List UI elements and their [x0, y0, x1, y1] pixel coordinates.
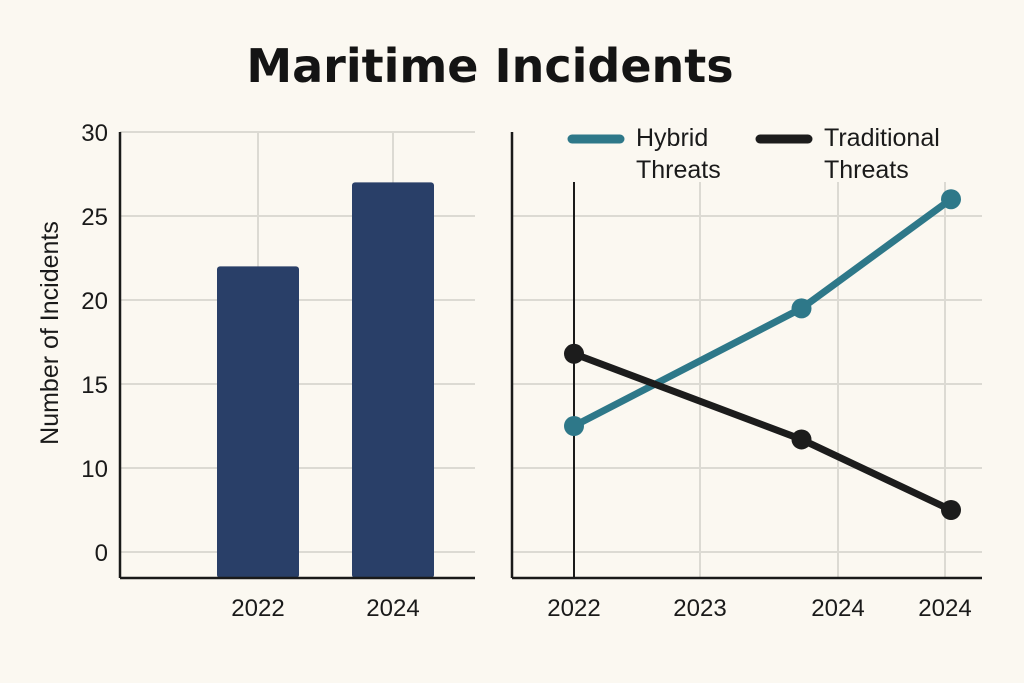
series-point-hybrid — [564, 416, 584, 436]
bar-y-tick-label: 20 — [81, 288, 108, 315]
bar-x-tick-label: 2024 — [366, 595, 419, 622]
bar-y-tick-label: 30 — [81, 120, 108, 147]
series-line-hybrid — [570, 195, 955, 430]
series-point-traditional — [941, 500, 961, 520]
bar-y-tick-label: 15 — [81, 372, 108, 399]
bar-x-tick-label: 2022 — [231, 595, 284, 622]
series-line-traditional — [570, 350, 955, 514]
line-chart-panel: 2022 2023 2024 2024 Hybrid Threats Traditional… — [510, 124, 982, 622]
bar-y-axis-label: Number of Incidents — [36, 221, 64, 445]
bar-y-tick-label: 10 — [81, 456, 108, 483]
legend-label-hybrid: Threats — [636, 156, 721, 184]
series-point-hybrid — [941, 189, 961, 210]
series-point-traditional — [791, 429, 812, 450]
line-x-tick-label: 2022 — [547, 595, 600, 622]
bar-y-tick-label: 25 — [81, 204, 108, 231]
chart-title: Maritime Incidents — [246, 39, 733, 93]
bar-2022 — [217, 266, 299, 578]
legend-label-traditional: Threats — [824, 156, 909, 184]
line-x-tick-label: 2023 — [673, 595, 726, 622]
line-x-tick-label: 2024 — [811, 595, 864, 622]
series-point-traditional — [564, 343, 584, 364]
bar-chart-panel: 30 25 20 15 10 0 2022 2024 Number of Incidents — [36, 120, 475, 622]
bar-y-tick-label: 0 — [95, 540, 108, 567]
line-x-tick-label: 2024 — [918, 595, 971, 622]
legend-label-hybrid: Hybrid — [636, 124, 708, 152]
legend-label-traditional: Traditional — [824, 124, 940, 152]
series-point-hybrid — [791, 298, 812, 319]
bar-2024 — [352, 182, 434, 578]
